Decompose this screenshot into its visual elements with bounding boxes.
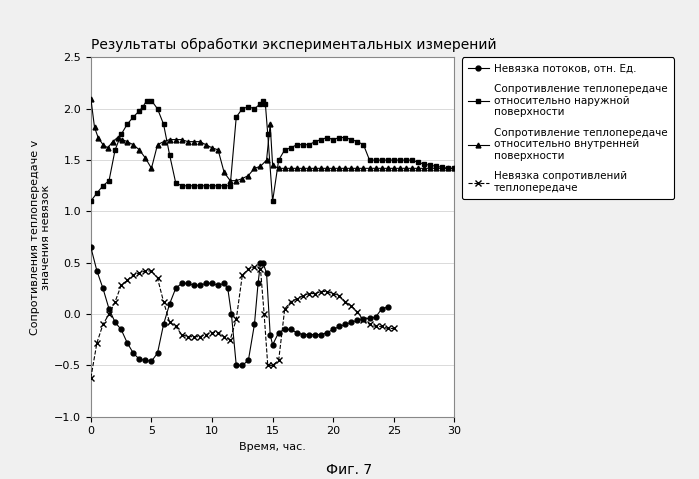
Сопротивление теплопередаче
относительно наружной
поверхности xyxy=(264,132,272,137)
Невязка сопротивлений
теплопередаче xyxy=(196,334,204,340)
Сопротивление теплопередаче
относительно внутренней
поверхности xyxy=(450,165,459,171)
Line: Невязка потоков, отн. Ед.: Невязка потоков, отн. Ед. xyxy=(89,245,390,368)
Сопротивление теплопередаче
относительно наружной
поверхности xyxy=(244,104,252,110)
Невязка сопротивлений
теплопередаче xyxy=(111,299,120,305)
Невязка потоков, отн. Ед. xyxy=(232,363,240,368)
Сопротивление теплопередаче
относительно наружной
поверхности xyxy=(450,165,459,171)
Line: Невязка сопротивлений
теплопередаче: Невязка сопротивлений теплопередаче xyxy=(88,264,397,381)
Legend: Невязка потоков, отн. Ед., Сопротивление теплопередаче
относительно наружной
пов: Невязка потоков, отн. Ед., Сопротивление… xyxy=(461,57,674,199)
Невязка сопротивлений
теплопередаче xyxy=(371,323,380,329)
Сопротивление теплопередаче
относительно наружной
поверхности xyxy=(287,145,295,151)
Невязка потоков, отн. Ед. xyxy=(287,327,295,332)
Text: Результаты обработки экспериментальных измерений: Результаты обработки экспериментальных и… xyxy=(91,38,496,52)
Сопротивление теплопередаче
относительно внутренней
поверхности xyxy=(87,96,95,102)
Невязка потоков, отн. Ед. xyxy=(384,304,392,310)
Сопротивление теплопередаче
относительно наружной
поверхности xyxy=(317,137,325,142)
Сопротивление теплопередаче
относительно наружной
поверхности xyxy=(143,98,151,103)
Невязка сопротивлений
теплопередаче xyxy=(250,264,259,270)
Text: Фиг. 7: Фиг. 7 xyxy=(326,463,373,477)
Невязка потоков, отн. Ед. xyxy=(266,332,275,338)
Line: Сопротивление теплопередаче
относительно внутренней
поверхности: Сопротивление теплопередаче относительно… xyxy=(89,96,456,183)
Сопротивление теплопередаче
относительно внутренней
поверхности xyxy=(266,121,275,127)
Сопротивление теплопередаче
относительно внутренней
поверхности xyxy=(317,165,325,171)
Невязка потоков, отн. Ед. xyxy=(87,244,95,250)
Невязка сопротивлений
теплопередаче xyxy=(287,299,295,305)
Невязка потоков, отн. Ед. xyxy=(208,280,216,286)
Line: Сопротивление теплопередаче
относительно наружной
поверхности: Сопротивление теплопередаче относительно… xyxy=(89,98,456,204)
Невязка потоков, отн. Ед. xyxy=(257,260,265,266)
Невязка сопротивлений
теплопередаче xyxy=(275,357,283,363)
Невязка потоков, отн. Ед. xyxy=(262,270,271,276)
Сопротивление теплопередаче
относительно внутренней
поверхности xyxy=(238,176,247,182)
Невязка сопротивлений
теплопередаче xyxy=(87,375,95,381)
Сопротивление теплопередаче
относительно внутренней
поверхности xyxy=(226,178,234,183)
Сопротивление теплопередаче
относительно наружной
поверхности xyxy=(87,198,95,204)
Сопротивление теплопередаче
относительно внутренней
поверхности xyxy=(123,139,131,145)
Невязка сопротивлений
теплопередаче xyxy=(232,316,240,322)
Y-axis label: Сопротивления теплопередаче v
значения невязок: Сопротивления теплопередаче v значения н… xyxy=(30,139,51,335)
Невязка потоков, отн. Ед. xyxy=(141,357,150,363)
Сопротивление теплопередаче
относительно внутренней
поверхности xyxy=(287,165,295,171)
Сопротивление теплопередаче
относительно наружной
поверхности xyxy=(323,135,331,140)
Невязка сопротивлений
теплопередаче xyxy=(389,326,398,331)
X-axis label: Время, час.: Время, час. xyxy=(239,442,306,452)
Сопротивление теплопередаче
относительно внутренней
поверхности xyxy=(323,165,331,171)
Сопротивление теплопередаче
относительно наружной
поверхности xyxy=(135,108,143,114)
